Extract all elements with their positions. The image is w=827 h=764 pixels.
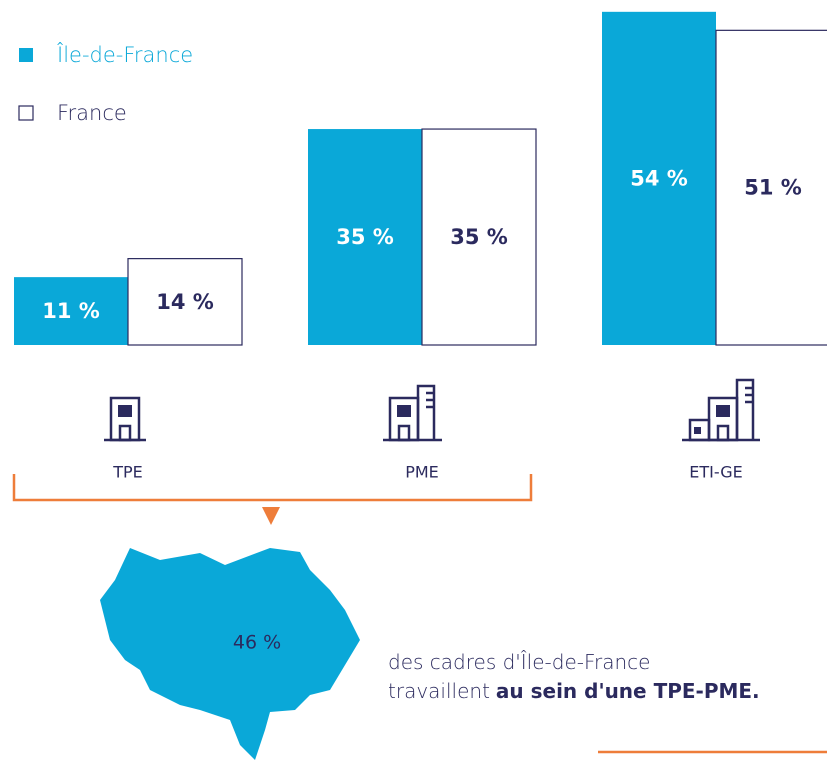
value-label: 11 % [42, 299, 100, 323]
legend-label: France [57, 101, 127, 125]
caption-bold: au sein d'une TPE-PME. [495, 679, 760, 703]
caption-start: travaillent [388, 679, 490, 703]
value-label: 54 % [630, 166, 688, 190]
value-label: 35 % [336, 225, 394, 249]
value-label: 14 % [156, 290, 214, 314]
icon-eti [682, 378, 760, 442]
bar [14, 277, 128, 345]
bar [602, 11, 716, 345]
value-label: 35 % [450, 225, 508, 249]
category-label: PME [405, 463, 439, 482]
value-label: 51 % [744, 176, 802, 200]
bar [127, 258, 243, 346]
caption-line-2: travaillent au sein d'une TPE-PME. [388, 677, 760, 706]
bracket [12, 474, 533, 502]
category-label: ETI-GE [689, 463, 742, 482]
callout-value: 46 % [233, 632, 281, 654]
bar [308, 129, 422, 345]
arrow [262, 507, 280, 525]
bar [421, 128, 537, 346]
legend-swatch [19, 48, 33, 62]
map-idf [100, 548, 360, 760]
icon-tpe [104, 396, 146, 442]
category-label: TPE [112, 463, 143, 482]
icon-pme [383, 384, 442, 442]
caption-line-1: des cadres d'Île-de-France [388, 650, 651, 674]
caption: des cadres d'Île-de-France travaillent au… [388, 648, 760, 706]
bar [715, 29, 827, 346]
legend-label: Île-de-France [57, 42, 193, 67]
legend-swatch [18, 105, 34, 121]
